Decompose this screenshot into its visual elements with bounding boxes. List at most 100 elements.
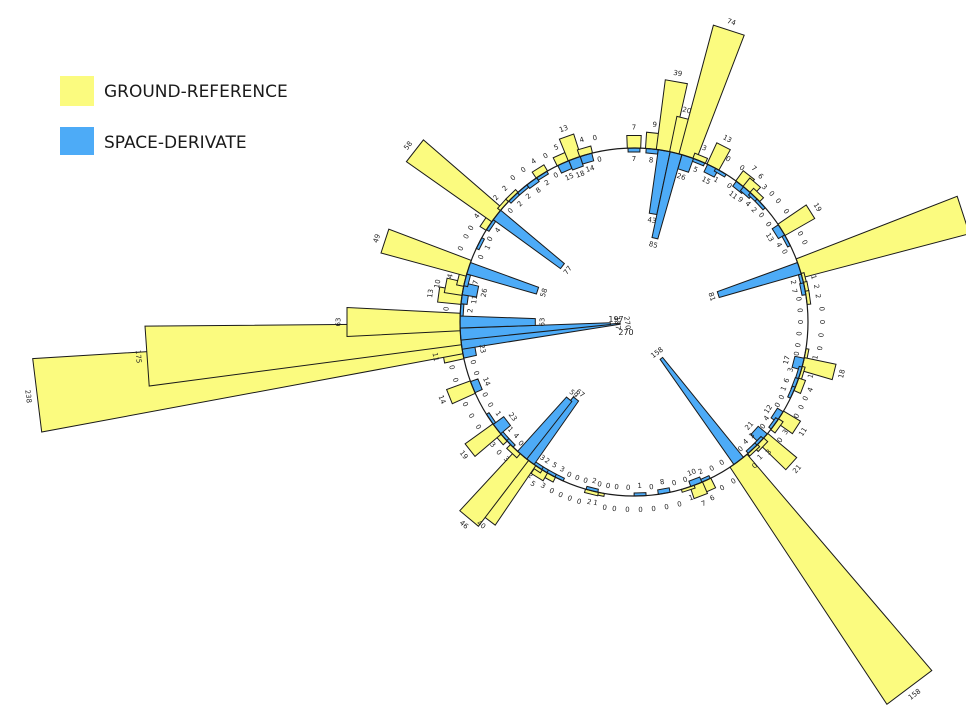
ground-value-label: 63: [335, 318, 343, 327]
ground-value-label: 19: [812, 201, 824, 213]
ground-value-label: 21: [791, 463, 803, 475]
space-value-label: 15: [564, 172, 575, 183]
ground-value-label: 3: [781, 428, 790, 436]
ground-value-label: 175: [134, 350, 143, 364]
space-value-label: 1: [779, 385, 788, 392]
base-circle: [459, 147, 809, 497]
space-value-label: 23: [507, 411, 519, 423]
ground-value-label: 2: [501, 184, 510, 193]
ground-zero-label: 0: [818, 320, 826, 324]
space-value-label: 1: [712, 175, 720, 184]
space-value-label: 2: [516, 200, 525, 209]
space-zero-label: 0: [708, 464, 716, 473]
space-value-label: 6: [782, 377, 791, 385]
ground-zero-label: 0: [795, 230, 804, 238]
space-value-label: 5: [551, 461, 559, 470]
ground-zero-label: 0: [638, 506, 643, 514]
space-value-label: 4: [762, 414, 771, 423]
space-zero-label: 0: [758, 422, 767, 431]
space-zero-label: 0: [596, 480, 602, 489]
space-value-label: 21: [743, 420, 755, 432]
space-value-label: 1: [637, 482, 642, 490]
ground-value-label: 58: [402, 140, 414, 152]
space-value-label: 3: [786, 367, 795, 374]
ground-zero-label: 0: [817, 306, 825, 311]
space-value-label: 2: [591, 477, 597, 486]
space-zero-label: 0: [596, 155, 602, 164]
legend-swatch-ground: [60, 76, 94, 106]
legend-item-ground: GROUND-REFERENCE: [60, 76, 288, 106]
space-zero-label: 0: [794, 342, 803, 348]
space-value-label: 4: [774, 241, 783, 249]
ground-zero-label: 0: [797, 404, 806, 412]
space-zero-label: 0: [773, 401, 782, 409]
ground-value-label: 5: [529, 479, 537, 488]
ground-zero-label: 0: [557, 491, 564, 500]
ground-zero-label: 0: [676, 500, 682, 509]
ground-value-label: 1: [688, 493, 695, 502]
ground-zero-label: 0: [817, 333, 825, 338]
ground-zero-label: 0: [494, 448, 503, 457]
space-zero-label: 0: [795, 331, 803, 336]
space-value-label: 15: [700, 175, 712, 186]
ground-zero-label: 0: [460, 401, 469, 409]
ground-zero-label: 0: [442, 306, 450, 311]
space-value-label: 59: [568, 388, 580, 400]
ground-value-label: 19: [458, 449, 470, 461]
space-value-label: 1: [483, 244, 492, 252]
space-zero-label: 0: [506, 207, 515, 216]
ground-zero-label: 0: [509, 173, 518, 182]
ground-value-label: 2: [814, 293, 823, 299]
space-value-label: 2: [524, 192, 533, 201]
space-zero-label: 0: [605, 482, 611, 491]
space-value-label: 270: [622, 316, 632, 330]
space-value-label: 2: [789, 279, 798, 285]
center-layer: 197 270: [608, 315, 633, 337]
space-value-label: 5: [692, 165, 699, 174]
space-value-label: 85: [648, 240, 659, 250]
legend-label-space: SPACE-DERIVATE: [104, 133, 247, 153]
space-value-label: 58: [539, 287, 549, 298]
ground-value-label: 20: [681, 106, 692, 116]
space-value-label: 18: [575, 169, 586, 180]
space-zero-label: 0: [480, 391, 489, 399]
ground-value-label: 4: [473, 212, 482, 221]
ground-zero-label: 0: [767, 189, 776, 198]
ground-value-label: 1: [811, 354, 820, 360]
ground-value-label: 2: [812, 284, 821, 290]
ground-zero-label: 0: [519, 165, 527, 174]
ground-value-label: 3: [488, 441, 497, 450]
center-label-bottom: 270: [618, 328, 633, 337]
space-zero-label: 0: [486, 401, 495, 409]
space-zero-label: 0: [582, 476, 589, 485]
ground-zero-label: 0: [800, 239, 809, 246]
ground-zero-label: 0: [456, 245, 465, 252]
ground-value-label: 7: [700, 499, 707, 508]
space-value-label: 4: [744, 200, 753, 209]
space-value-label: 11: [727, 189, 739, 201]
center-label-top: 197: [608, 315, 623, 324]
space-zero-label: 0: [757, 211, 766, 220]
ground-value-label: 4: [446, 273, 455, 280]
space-value-label: 2: [543, 457, 551, 466]
space-value-label: 26: [480, 287, 490, 298]
ground-zero-label: 0: [782, 207, 791, 215]
ground-value-label: 3: [764, 448, 773, 457]
space-value-label: 8: [659, 478, 665, 487]
ground-value-label: 3: [539, 481, 547, 490]
ground-value-label: 18: [837, 369, 847, 380]
space-zero-label: 0: [780, 248, 789, 255]
space-value-label: 2: [749, 206, 758, 215]
ground-bar: [626, 135, 642, 149]
ground-value-label: 3: [760, 183, 769, 192]
ground-zero-label: 0: [816, 345, 825, 351]
space-value-label: 26: [676, 172, 687, 183]
ground-value-label: 2: [492, 193, 501, 202]
ground-value-label: 4: [530, 157, 538, 166]
space-zero-label: 0: [565, 470, 572, 479]
ground-zero-label: 0: [548, 486, 556, 495]
space-bar: [492, 209, 566, 270]
space-zero-label: 0: [486, 235, 495, 243]
ground-zero-label: 0: [566, 494, 573, 503]
